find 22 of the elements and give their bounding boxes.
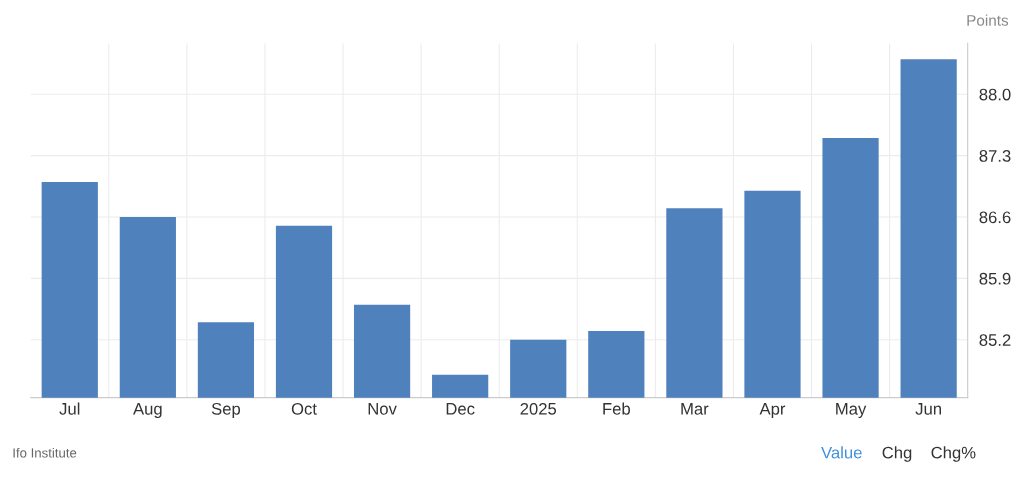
x-tick-label: 2025 xyxy=(520,402,557,415)
x-tick-label: Oct xyxy=(291,402,317,415)
y-tick-label: 88.0 xyxy=(979,88,1011,101)
x-tick-label: Jun xyxy=(915,403,941,415)
x-tick-label: Sep xyxy=(211,402,241,419)
text: Value xyxy=(821,446,862,459)
x-tick-label: Apr xyxy=(759,403,786,419)
x-tick-label: May xyxy=(836,403,867,419)
x-tick-label: Aug xyxy=(133,403,162,419)
x-tick-label: Mar xyxy=(681,403,709,415)
x-tick-label: Nov xyxy=(368,403,397,415)
y-tick-label: 85.9 xyxy=(979,272,1011,285)
text: Chg% xyxy=(931,446,976,462)
x-tick-label: Jul xyxy=(59,402,80,415)
x-tick-label: Dec xyxy=(446,403,475,415)
x-tick-label: Feb xyxy=(603,402,630,415)
y-tick-label: 85.2 xyxy=(979,334,1011,346)
y-tick-label: 86.6 xyxy=(979,211,1011,224)
y-axis-title: Points xyxy=(967,14,1009,26)
text: Ifo Institute xyxy=(13,447,77,458)
text: Chg xyxy=(882,446,912,462)
y-tick-label: 87.3 xyxy=(979,150,1011,162)
